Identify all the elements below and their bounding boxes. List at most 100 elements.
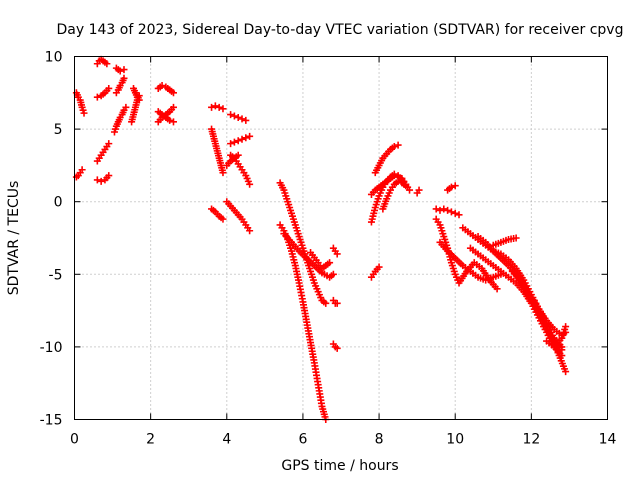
data-point	[390, 143, 398, 151]
data-point	[455, 211, 463, 219]
y-tick-label: -15	[40, 413, 63, 429]
data-point	[329, 270, 337, 278]
data-point	[78, 166, 86, 174]
x-tick-label: 0	[70, 432, 79, 448]
y-tick-label: 10	[45, 50, 63, 66]
y-tick-label: -10	[40, 340, 63, 356]
data-point	[447, 208, 455, 216]
data-point	[406, 186, 414, 194]
data-point	[436, 206, 444, 214]
data-point	[227, 111, 235, 119]
data-point	[333, 250, 341, 258]
data-point	[169, 118, 177, 126]
series-track-11	[128, 92, 143, 126]
grid-lines	[74, 56, 608, 420]
data-point	[105, 84, 113, 92]
series-track-18	[227, 111, 250, 124]
data-point	[93, 93, 101, 101]
data-point	[394, 141, 402, 149]
series-track-26	[307, 249, 334, 272]
data-point	[242, 134, 250, 142]
series-track-25	[280, 230, 337, 281]
series-track-35	[413, 186, 423, 197]
series-track-46	[543, 323, 570, 351]
data-point	[169, 89, 177, 97]
series-track-19	[227, 132, 254, 148]
x-tick-label: 14	[599, 432, 617, 448]
data-point	[238, 115, 246, 123]
data-point	[440, 205, 448, 213]
series-track-41	[466, 244, 566, 360]
data-point	[238, 135, 246, 143]
data-point	[105, 140, 113, 148]
series-track-16	[208, 125, 227, 177]
data-point	[120, 74, 128, 82]
y-tick-label: 0	[54, 195, 63, 211]
data-point	[246, 132, 254, 140]
data-point	[493, 285, 501, 293]
data-point	[394, 177, 402, 185]
data-point	[322, 299, 330, 307]
series-track-27	[329, 244, 341, 258]
data-point	[415, 186, 423, 194]
series-track-14	[154, 103, 177, 126]
data-point	[242, 116, 250, 124]
series-track-37	[432, 205, 463, 219]
data-points	[72, 55, 570, 423]
data-point	[166, 116, 174, 124]
series-track-9	[110, 103, 130, 136]
series-track-39	[436, 238, 505, 284]
x-tick-label: 8	[375, 432, 384, 448]
plot-frame	[74, 56, 608, 420]
data-point	[562, 323, 570, 331]
series-track-30	[367, 263, 383, 281]
series-track-5	[93, 140, 113, 165]
x-tick-label: 12	[522, 432, 540, 448]
data-point	[451, 209, 459, 217]
data-point	[234, 137, 242, 145]
data-point	[93, 176, 101, 184]
series-track-17	[208, 205, 227, 223]
y-axis-label: SDTVAR / TECUs	[6, 181, 22, 296]
data-point	[375, 263, 383, 271]
data-point	[447, 183, 455, 191]
data-point	[402, 182, 410, 190]
x-tick-label: 6	[298, 432, 307, 448]
data-point	[122, 103, 130, 111]
series-track-8	[112, 74, 128, 97]
series-track-4	[93, 84, 113, 101]
axis-ticks: 0 2 4 6 8 10 12 14 10 5 0 -5 -10 -15	[40, 50, 617, 448]
data-point	[230, 112, 238, 120]
series-track-21	[223, 151, 242, 169]
x-tick-label: 2	[146, 432, 155, 448]
data-point	[219, 169, 227, 177]
data-point	[562, 368, 570, 376]
data-point	[208, 103, 216, 111]
series-track-28	[329, 296, 341, 307]
data-point	[158, 82, 166, 90]
series-track-36	[444, 182, 459, 194]
data-point	[80, 109, 88, 117]
data-point	[234, 113, 242, 121]
x-axis-label: GPS time / hours	[281, 458, 398, 474]
data-point	[135, 92, 143, 100]
data-point	[246, 227, 254, 235]
data-point	[169, 103, 177, 111]
series-track-43	[489, 234, 520, 249]
data-point	[512, 234, 520, 242]
data-point	[211, 102, 219, 110]
y-tick-label: -5	[49, 267, 63, 283]
data-point	[120, 66, 128, 74]
series-track-22	[223, 198, 254, 235]
data-point	[227, 140, 235, 148]
series-track-12	[154, 82, 177, 97]
series-track-6	[93, 172, 113, 185]
data-point	[97, 177, 105, 185]
series-track-31	[371, 141, 402, 177]
data-point	[333, 344, 341, 352]
data-point	[219, 105, 227, 113]
series-track-3	[93, 55, 111, 68]
x-tick-label: 10	[446, 432, 464, 448]
series-track-33	[367, 172, 414, 198]
